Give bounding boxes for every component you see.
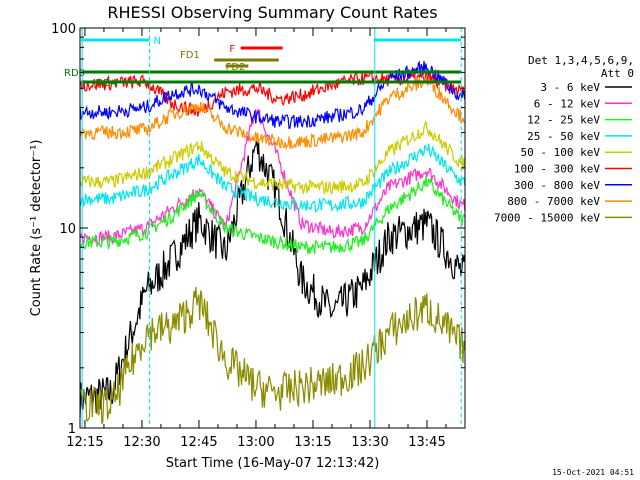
x-tick-label: 12:30 bbox=[123, 435, 160, 450]
flag-label-rd0: RD0 bbox=[64, 68, 85, 79]
y-tick-label: 1 bbox=[68, 422, 76, 437]
x-tick-label: 13:45 bbox=[408, 435, 445, 450]
legend-header: Det 1,3,4,5,6,9, bbox=[528, 54, 634, 67]
flag-label-rd4: RD4 bbox=[96, 78, 117, 89]
legend-label: 7000 - 15000 keV bbox=[494, 211, 600, 224]
x-tick-label: 13:00 bbox=[237, 435, 274, 450]
legend-label: 3 - 6 keV bbox=[540, 81, 600, 94]
legend-label: 300 - 800 keV bbox=[514, 179, 600, 192]
flag-label-fd1: FD1 bbox=[180, 50, 200, 61]
legend-label: 6 - 12 keV bbox=[534, 97, 601, 110]
series-line-9 bbox=[79, 286, 466, 425]
series-line-1 bbox=[79, 136, 466, 418]
y-axis-label: Count Rate (s⁻¹ detector⁻¹) bbox=[29, 140, 44, 317]
legend-label: 25 - 50 keV bbox=[527, 130, 600, 143]
x-tick-label: 12:45 bbox=[180, 435, 217, 450]
legend-label: 100 - 300 keV bbox=[514, 163, 600, 176]
y-tick-label: 100 bbox=[51, 22, 76, 37]
x-axis-label: Start Time (16-May-07 12:13:42) bbox=[166, 456, 380, 471]
legend-header: Att 0 bbox=[601, 67, 634, 80]
chart-title: RHESSI Observing Summary Count Rates bbox=[107, 3, 437, 22]
y-tick-label: 10 bbox=[59, 222, 76, 237]
series-line-8 bbox=[79, 77, 465, 151]
x-tick-label: 12:15 bbox=[66, 435, 103, 450]
legend-label: 800 - 7000 keV bbox=[507, 195, 600, 208]
flag-label-f: F bbox=[229, 44, 235, 55]
legend: Det 1,3,4,5,6,9,Att 03 - 6 keV 6 - 12 keV… bbox=[494, 54, 634, 224]
series-line-5 bbox=[79, 120, 466, 196]
x-tick-label: 13:15 bbox=[294, 435, 331, 450]
flag-label-fd2: FD2 bbox=[226, 62, 246, 73]
legend-label: 50 - 100 keV bbox=[521, 146, 601, 159]
x-tick-label: 13:30 bbox=[351, 435, 388, 450]
flag-label-n: N bbox=[154, 36, 161, 47]
series-line-4 bbox=[79, 143, 466, 214]
legend-label: 12 - 25 keV bbox=[527, 114, 600, 127]
series-line-3 bbox=[79, 175, 466, 255]
series-line-7 bbox=[79, 60, 466, 130]
generation-timestamp: 15-Oct-2021 04:51 bbox=[552, 468, 634, 477]
